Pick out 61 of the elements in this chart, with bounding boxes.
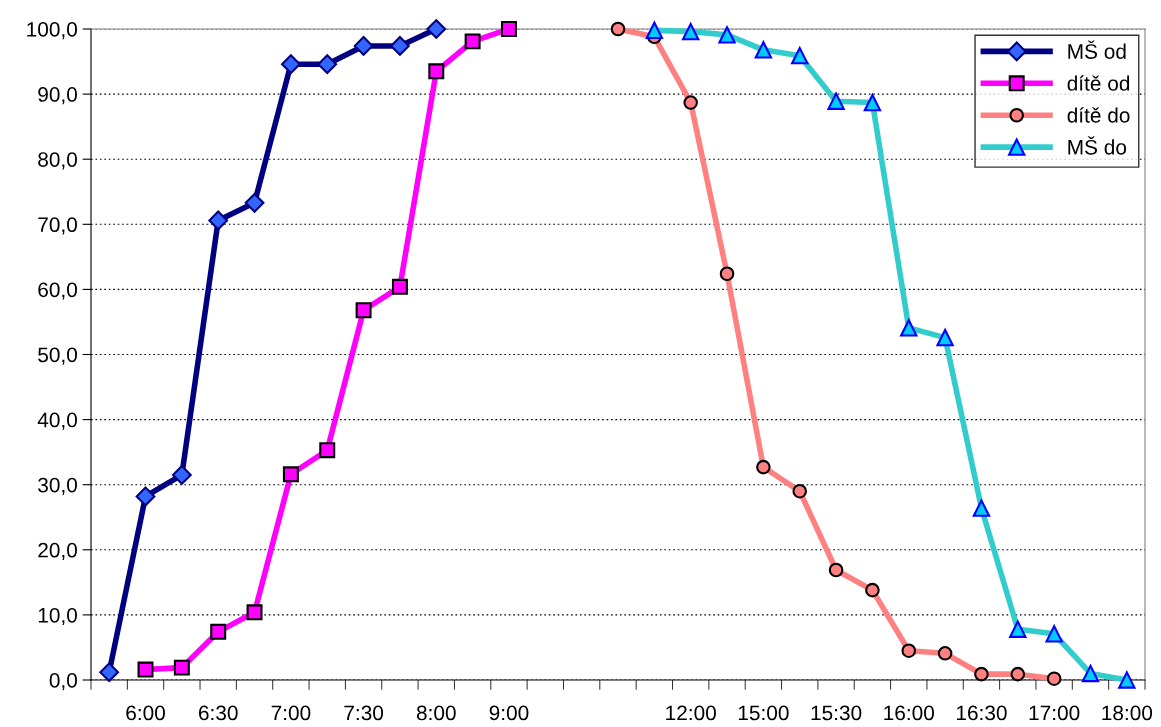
point [719, 266, 735, 282]
point [464, 33, 481, 50]
legend-label: dítě od [1067, 75, 1130, 91]
legend-label: MŠ do [1068, 136, 1127, 155]
point [391, 278, 408, 295]
point [173, 659, 190, 676]
x-tick-label: 6:00 [126, 705, 165, 721]
point [683, 95, 698, 110]
y-tick-label: 40,0 [37, 412, 77, 430]
point [282, 466, 299, 483]
point [210, 623, 227, 640]
x-tick-label: 8:00 [416, 705, 456, 721]
x-tick-label: 15:30 [811, 705, 862, 721]
point [756, 459, 771, 475]
x-tick-label: 6:30 [198, 705, 238, 721]
x-tick-label: 9:00 [489, 705, 529, 721]
point [281, 54, 301, 75]
y-tick-label: 20,0 [38, 542, 77, 561]
y-tick-label: 30,0 [38, 477, 77, 495]
x-tick-label: 16:00 [884, 705, 935, 721]
point [137, 661, 154, 678]
point [244, 192, 265, 213]
point [171, 465, 192, 485]
y-tick-label: 50,0 [38, 347, 77, 365]
y-tick-label: 80,0 [38, 152, 77, 170]
legend-label: MŠ od [1068, 40, 1126, 59]
point [792, 483, 808, 499]
point [317, 54, 338, 75]
point [428, 63, 445, 80]
x-tick-label: 15:00 [738, 705, 789, 721]
y-tick-label: 90,0 [38, 87, 77, 105]
point [353, 36, 374, 56]
point [319, 442, 336, 459]
point [937, 646, 953, 661]
y-tick-label: 10,0 [38, 607, 77, 626]
point [426, 19, 447, 39]
x-tick-label: 12:00 [666, 705, 716, 721]
point [610, 21, 626, 37]
x-tick-label: 16:30 [956, 705, 1007, 721]
point [500, 21, 517, 37]
x-tick-label: 7:30 [344, 705, 384, 721]
point [1010, 666, 1026, 682]
point [865, 582, 880, 598]
legend-label: dítě do [1067, 107, 1130, 123]
point [828, 562, 844, 578]
point [246, 604, 263, 621]
x-tick-label: 7:00 [271, 705, 311, 721]
point [390, 36, 410, 56]
y-tick-label: 60,0 [38, 282, 77, 300]
point [135, 486, 156, 507]
y-tick-label: 100,0 [27, 22, 77, 40]
point [355, 302, 372, 319]
point [974, 666, 989, 682]
point [901, 643, 917, 658]
point [1046, 671, 1062, 686]
x-tick-label: 18:00 [1102, 705, 1153, 721]
y-tick-label: 70,0 [38, 217, 77, 235]
x-tick-label: 17:00 [1029, 705, 1080, 721]
y-tick-label: 0,0 [49, 673, 77, 691]
point [208, 210, 229, 231]
point [99, 662, 120, 683]
